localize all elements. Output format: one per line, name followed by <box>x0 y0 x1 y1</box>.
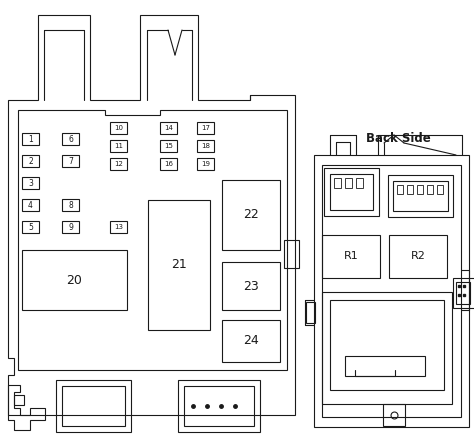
Bar <box>184 386 254 426</box>
Bar <box>22 155 39 167</box>
Text: 24: 24 <box>243 334 259 348</box>
Bar <box>62 155 79 167</box>
Bar <box>222 320 280 362</box>
Bar <box>388 175 453 217</box>
Text: 12: 12 <box>114 161 123 167</box>
Bar <box>345 178 352 188</box>
Text: 17: 17 <box>201 125 210 131</box>
Bar <box>356 178 363 188</box>
Bar <box>62 133 79 145</box>
Bar <box>456 282 470 304</box>
Text: 11: 11 <box>114 143 123 149</box>
Bar <box>62 386 125 426</box>
Bar <box>160 140 177 152</box>
Bar <box>284 240 299 268</box>
Text: 10: 10 <box>114 125 123 131</box>
Bar <box>197 158 214 170</box>
Bar <box>427 185 433 194</box>
Bar <box>178 380 260 432</box>
Bar <box>62 199 79 211</box>
Text: 19: 19 <box>201 161 210 167</box>
Bar <box>330 174 373 210</box>
Text: 18: 18 <box>201 143 210 149</box>
Text: 4: 4 <box>28 201 33 209</box>
Bar <box>160 122 177 134</box>
Bar <box>22 250 127 310</box>
Bar <box>22 133 39 145</box>
Bar <box>222 262 280 310</box>
Bar <box>62 221 79 233</box>
Bar <box>306 302 315 323</box>
Bar <box>22 221 39 233</box>
Text: R1: R1 <box>344 251 358 261</box>
Bar <box>453 278 474 308</box>
Bar <box>160 158 177 170</box>
Bar <box>314 155 469 427</box>
Text: 20: 20 <box>66 274 82 286</box>
Bar <box>397 185 403 194</box>
Text: 23: 23 <box>243 279 259 293</box>
Bar <box>407 185 413 194</box>
Text: 9: 9 <box>68 223 73 231</box>
Text: 2: 2 <box>28 157 33 165</box>
Bar <box>110 221 127 233</box>
Text: 13: 13 <box>114 224 123 230</box>
Bar <box>110 158 127 170</box>
Text: R2: R2 <box>410 251 426 261</box>
Bar <box>345 356 425 376</box>
Bar <box>322 292 452 404</box>
Text: Back Side: Back Side <box>365 132 430 144</box>
Bar <box>14 395 24 405</box>
Bar <box>393 181 448 211</box>
Bar <box>417 185 423 194</box>
Bar <box>56 380 131 432</box>
Bar <box>110 122 127 134</box>
Text: 6: 6 <box>68 135 73 143</box>
Bar <box>324 168 379 216</box>
Text: 1: 1 <box>28 135 33 143</box>
Bar <box>148 200 210 330</box>
Text: 22: 22 <box>243 209 259 221</box>
Bar <box>22 177 39 189</box>
Text: 15: 15 <box>164 143 173 149</box>
Text: 5: 5 <box>28 223 33 231</box>
Text: 21: 21 <box>171 258 187 271</box>
Bar <box>110 140 127 152</box>
Bar <box>22 199 39 211</box>
Text: 14: 14 <box>164 125 173 131</box>
Bar <box>437 185 443 194</box>
Bar <box>197 122 214 134</box>
Bar <box>389 235 447 278</box>
Text: 3: 3 <box>28 179 33 187</box>
Bar <box>334 178 341 188</box>
Bar <box>222 180 280 250</box>
Bar <box>383 404 405 426</box>
Bar <box>322 165 461 417</box>
Bar <box>322 235 380 278</box>
Bar <box>197 140 214 152</box>
Text: 16: 16 <box>164 161 173 167</box>
Text: 8: 8 <box>68 201 73 209</box>
Text: 7: 7 <box>68 157 73 165</box>
Bar <box>330 300 444 390</box>
